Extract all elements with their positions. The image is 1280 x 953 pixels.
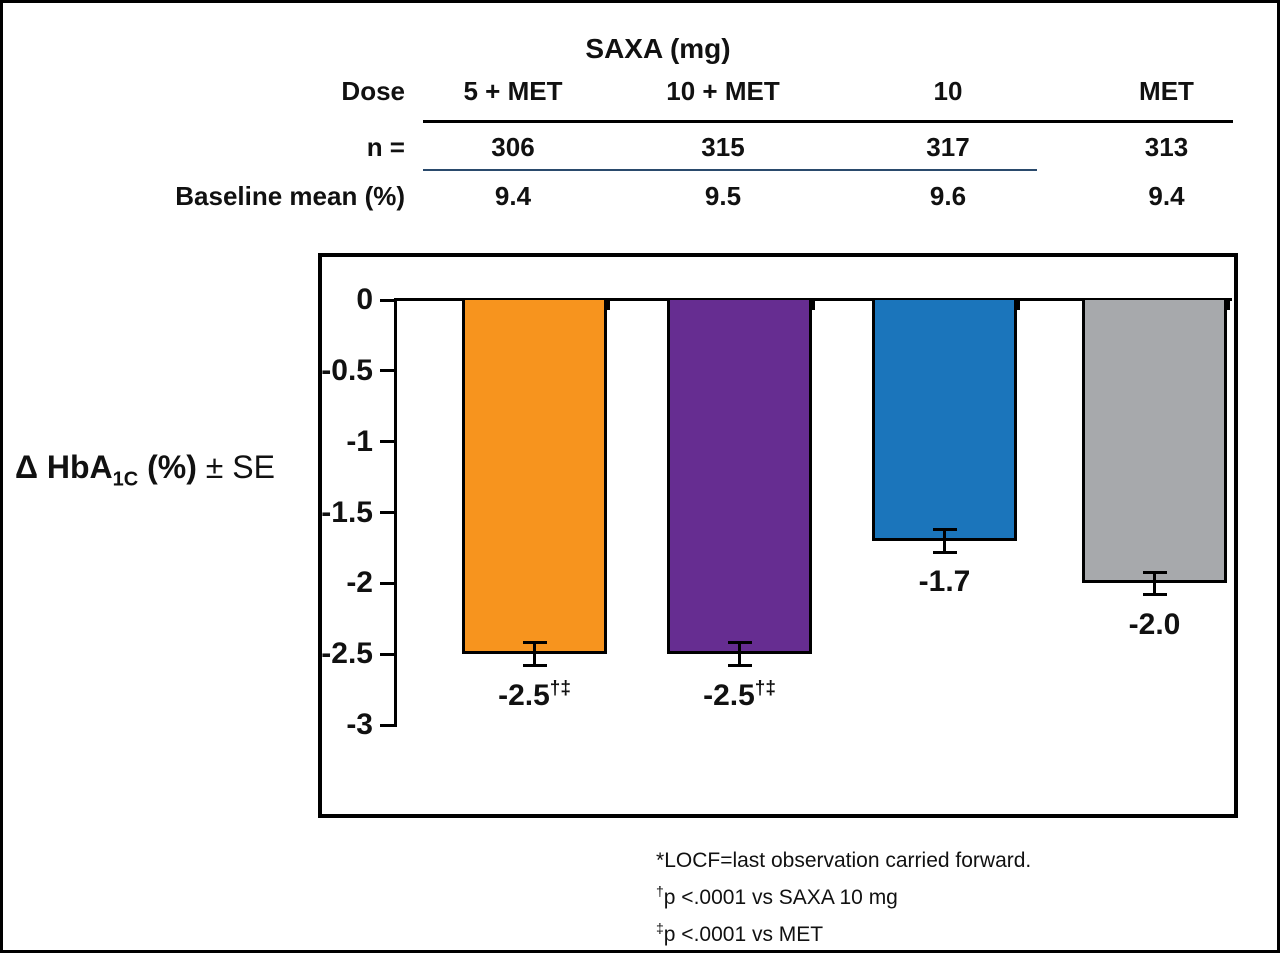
table-row-label: Dose: [341, 76, 405, 106]
table-row-label: n =: [366, 132, 405, 162]
y-tick-label: -1: [346, 424, 373, 458]
table-cell: 9.4: [494, 181, 532, 211]
y-axis-title-prefix: Δ HbA: [15, 449, 113, 485]
error-bar-line: [1153, 572, 1156, 595]
bar-value-label: -2.5†‡: [445, 678, 625, 713]
table-cell: 5 + MET: [463, 76, 563, 106]
error-bar-cap: [1142, 593, 1167, 597]
error-bar-cap: [522, 641, 547, 645]
bar: [667, 300, 812, 655]
y-tick-label: -2.5: [321, 637, 373, 671]
chart-frame: 0 -0.5 -1 -1.5 -2 -2.5 -3 -2.5†‡ -2.5†‡ -1.7 -2.0: [318, 253, 1238, 818]
footnote-marker: ‡: [656, 920, 664, 936]
bar-value-label: -2.5†‡: [650, 678, 830, 713]
bar-value: -2.0: [1128, 607, 1181, 641]
bar-value-label: -1.7: [855, 564, 1035, 599]
y-tick: [380, 723, 394, 727]
y-axis-title-se: ± SE: [205, 449, 275, 485]
table-row-label: Baseline mean (%): [175, 181, 405, 211]
error-bar-line: [533, 642, 536, 666]
x-tick: [607, 301, 610, 310]
table-divider-top: [423, 120, 1233, 123]
table-cell: 10: [933, 76, 963, 106]
y-tick-label: -0.5: [321, 353, 373, 387]
table-cell: 306: [491, 132, 535, 162]
bar-value: -2.5: [498, 678, 550, 712]
bar-value-superscript: †‡: [754, 677, 776, 699]
y-tick-label: 0: [356, 283, 373, 316]
error-bar-cap: [932, 528, 957, 531]
bar-value-superscript: †‡: [549, 677, 571, 699]
bar: [1082, 300, 1227, 584]
error-bar-cap: [727, 641, 752, 645]
y-tick: [380, 298, 394, 302]
bar: [462, 300, 607, 655]
table-cell: MET: [1139, 76, 1194, 106]
y-axis-title: Δ HbA1C (%) ± SE: [15, 449, 275, 491]
table-cell: 313: [1144, 132, 1189, 162]
error-bar-cap: [522, 664, 547, 667]
footnote-text: p <.0001 vs MET: [663, 923, 824, 946]
y-tick: [380, 511, 394, 514]
bar-value: -1.7: [918, 565, 971, 599]
x-tick: [812, 301, 815, 310]
y-tick-label: -1.5: [321, 495, 373, 529]
error-bar-cap: [1142, 570, 1167, 574]
table-row: Dose 5 + MET 10 + MET 10 MET: [3, 76, 1280, 107]
bar-value: -2.5: [703, 678, 755, 712]
y-axis-title-unit: (%): [138, 449, 206, 485]
x-baseline: [397, 298, 1232, 301]
table-divider-bottom: [423, 169, 1037, 171]
y-axis-line: [394, 298, 397, 727]
y-axis-title-subscript: 1C: [112, 468, 139, 491]
footnote-line: †p <.0001 vs SAXA 10 mg: [656, 876, 1031, 913]
table-cell: 9.6: [929, 181, 967, 211]
table-cell: 315: [701, 132, 745, 162]
table-title: SAXA (mg): [585, 33, 731, 64]
table-row: n = 306 315 317 313: [3, 132, 1280, 163]
error-bar-line: [943, 529, 946, 553]
footnote-marker: *: [656, 849, 665, 872]
footnote-marker: †: [656, 883, 664, 899]
bar-value-label: -2.0: [1065, 607, 1245, 642]
bar: [872, 300, 1017, 541]
table-cell: 9.4: [1148, 181, 1185, 211]
y-tick-label: -2: [346, 566, 373, 600]
footnote-text: p <.0001 vs SAXA 10 mg: [663, 886, 898, 909]
error-bar-line: [738, 642, 741, 666]
plot-area: 0 -0.5 -1 -1.5 -2 -2.5 -3 -2.5†‡ -2.5†‡ -1.7 -2.0: [321, 257, 1234, 814]
x-tick: [1017, 301, 1020, 310]
footnotes: *LOCF=last observation carried forward. …: [656, 846, 1031, 950]
x-tick: [1227, 301, 1230, 310]
y-tick: [380, 369, 394, 373]
y-axis-title-main: Δ HbA1C (%): [15, 449, 206, 490]
y-tick: [380, 440, 394, 444]
table-cell: 9.5: [704, 181, 742, 211]
error-bar-cap: [727, 664, 752, 667]
table-cell: 317: [926, 132, 970, 162]
footnote-text: LOCF=last observation carried forward.: [664, 849, 1032, 872]
table-row: Baseline mean (%) 9.4 9.5 9.6 9.4: [3, 181, 1280, 212]
footnote-line: ‡p <.0001 vs MET: [656, 913, 1031, 950]
y-tick: [380, 581, 394, 585]
y-tick-label: -3: [346, 708, 373, 741]
footnote-line: *LOCF=last observation carried forward.: [656, 846, 1031, 876]
error-bar-cap: [932, 550, 957, 554]
table-cell: 10 + MET: [666, 76, 780, 106]
y-tick: [380, 652, 394, 656]
